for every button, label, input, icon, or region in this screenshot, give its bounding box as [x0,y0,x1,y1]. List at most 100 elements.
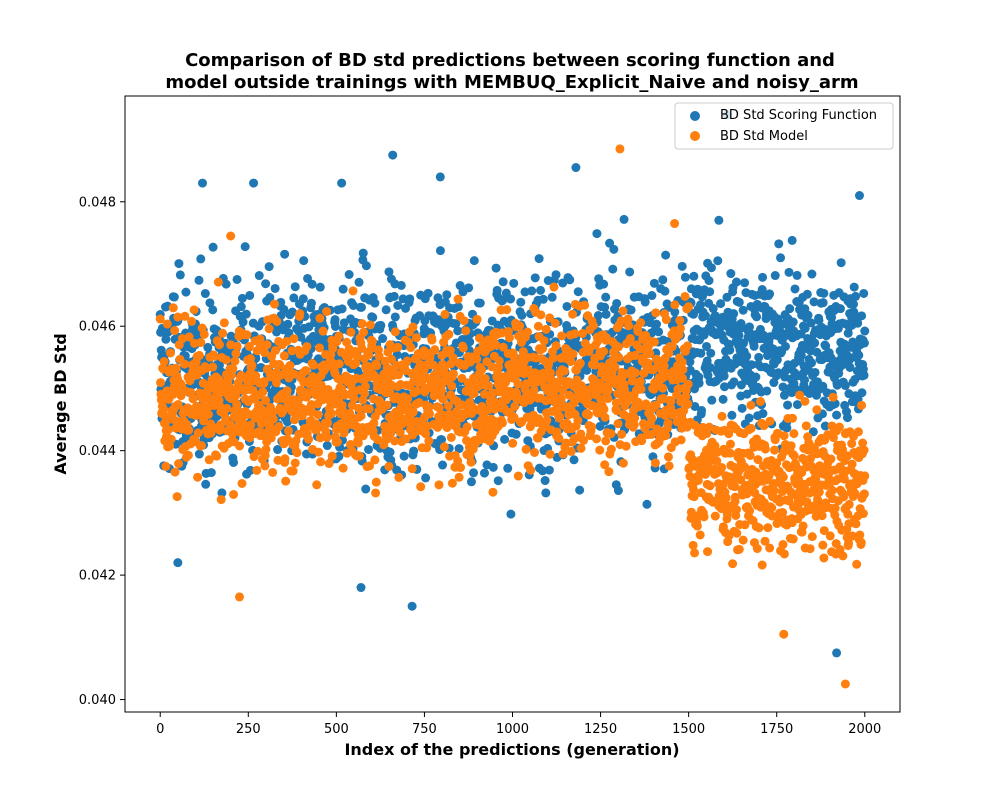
data-point [172,492,182,502]
data-point [838,445,848,455]
data-point [393,342,403,352]
data-point [373,435,383,445]
data-point [487,362,497,372]
data-point [316,380,326,390]
data-point [789,451,799,461]
data-point [351,358,361,368]
data-point [740,278,750,288]
data-point [348,286,358,296]
data-point [587,422,597,432]
x-tick-label: 1500 [672,722,705,737]
data-point [536,285,546,295]
data-point [354,277,364,287]
data-point [170,326,180,336]
data-point [714,215,724,225]
data-point [228,364,238,374]
data-point [194,449,204,459]
data-point [763,523,773,533]
data-point [565,275,575,285]
data-point [279,304,289,314]
data-point [666,396,676,406]
data-point [330,321,340,331]
data-point [372,361,382,371]
data-point [731,505,741,515]
data-point [636,318,646,328]
data-point [684,302,694,312]
data-point [198,178,207,188]
data-point [334,331,344,341]
data-point [229,457,239,467]
data-point [238,317,248,327]
data-point [168,303,178,313]
data-point [354,451,364,461]
x-tick-label: 0 [156,722,164,737]
data-point [814,498,824,508]
data-point [738,535,748,545]
data-point [550,318,560,328]
data-point [204,409,214,419]
data-point [755,397,765,407]
data-point [800,396,810,406]
data-point [445,346,455,356]
data-point [292,448,302,458]
data-point [159,405,169,415]
data-point [688,484,698,494]
data-point [810,338,820,348]
data-point [606,444,616,454]
data-point [506,509,516,519]
data-point [780,341,790,351]
data-point [835,304,845,314]
data-point [725,345,735,355]
data-point [538,294,548,304]
data-point [453,326,463,336]
data-point [348,300,358,310]
data-point [696,348,706,358]
data-point [849,282,859,292]
data-point [840,381,850,391]
data-point [384,461,394,471]
data-point [592,229,602,239]
data-point [757,560,767,570]
data-point [180,311,190,321]
data-point [661,431,671,441]
data-point [258,387,268,397]
data-point [818,540,828,550]
data-point [647,291,657,301]
data-point [282,417,292,427]
data-point [424,402,434,412]
data-point [479,412,489,422]
data-point [704,422,714,432]
data-point [640,297,650,307]
data-point [637,436,647,446]
data-point [721,493,731,503]
data-point [370,455,380,465]
data-point [859,445,869,455]
data-point [542,415,552,425]
data-point [853,427,863,437]
data-point [294,429,304,439]
data-point [661,250,671,260]
data-point [818,381,828,391]
data-point [571,163,581,173]
data-point [261,444,271,454]
data-point [281,476,291,486]
data-point [454,444,464,454]
data-point [444,329,454,339]
data-point [568,349,578,359]
data-point [447,381,457,391]
data-point [851,291,861,301]
data-point [440,309,450,319]
data-point [469,256,479,266]
data-point [230,356,240,366]
data-point [436,435,446,445]
data-point [847,439,857,449]
data-point [566,446,576,456]
data-point [796,350,806,360]
data-point [237,293,247,303]
data-point [847,531,857,541]
data-point [658,383,668,393]
data-point [457,373,467,383]
data-point [539,336,549,346]
data-point [462,422,472,432]
